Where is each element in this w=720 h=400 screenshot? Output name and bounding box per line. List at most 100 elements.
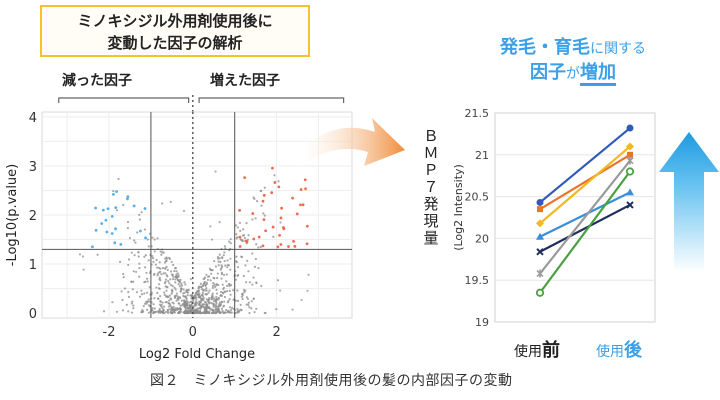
point-ns (212, 282, 215, 285)
point-ns (159, 300, 162, 303)
point-ns (234, 278, 237, 281)
point-ns (215, 284, 218, 287)
title-line-1: ミノキシジル外用剤使用後に (77, 12, 273, 30)
point-ns (156, 237, 159, 240)
point-ns (223, 300, 226, 303)
point-ns (179, 308, 182, 311)
point-ns (127, 258, 131, 261)
point-ns (126, 220, 130, 224)
point-ns (159, 295, 162, 298)
y-tick-label: 2 (29, 209, 37, 224)
point-ns (210, 272, 213, 275)
point-ns (205, 298, 208, 301)
point-increased (261, 244, 265, 248)
point-ns (133, 239, 136, 242)
point-ns (199, 311, 202, 314)
point-ns (241, 297, 244, 301)
point-ns (211, 292, 214, 295)
point-ns (175, 277, 179, 280)
point-ns (172, 305, 175, 308)
point-increased (273, 181, 277, 184)
point-ns (208, 267, 211, 270)
point-ns (138, 267, 141, 270)
point-ns (207, 306, 211, 309)
point-decreased (110, 214, 114, 218)
point-ns (170, 260, 173, 264)
headline: 発毛・育毛に関する 因子が増加 (478, 36, 668, 86)
point-ns (217, 310, 220, 313)
point-ns (184, 283, 187, 286)
point-ns (241, 239, 244, 243)
point-ns (254, 217, 257, 220)
point-ns (184, 304, 188, 308)
point-ns (162, 272, 165, 275)
point-ns (163, 281, 167, 285)
y-tick-label: 1 (29, 258, 37, 273)
point-decreased (105, 230, 109, 234)
point-ns (259, 189, 262, 193)
point-ns (188, 306, 191, 309)
point-ns (186, 306, 189, 310)
point-ns (222, 311, 225, 315)
point-ns (245, 296, 248, 299)
series-line (539, 170, 631, 294)
point-ns (199, 282, 202, 286)
point-ns (156, 272, 159, 275)
point-ns (165, 295, 168, 298)
point-ns (176, 307, 180, 310)
point-ns (276, 279, 280, 282)
point-ns (236, 289, 239, 292)
bmp7-axis-label-text: ＢＭＰ７発現量 (423, 127, 439, 247)
point-ns (153, 307, 156, 310)
point-ns (220, 307, 224, 310)
point-ns (215, 299, 218, 302)
point-ns (138, 213, 141, 217)
headline-growth: 発毛・育毛 (500, 37, 590, 58)
point-ns (153, 273, 156, 276)
point-ns (127, 295, 131, 298)
point-ns (171, 278, 175, 281)
point-ns (146, 238, 149, 241)
point-ns (170, 307, 173, 311)
point-increased (261, 199, 265, 203)
point-ns (165, 274, 168, 277)
point-ns (262, 212, 265, 215)
point-ns (142, 310, 145, 313)
point-ns (194, 304, 197, 307)
point-ns (203, 300, 207, 304)
point-ns (251, 218, 254, 221)
point-ns (254, 257, 257, 261)
point-ns (158, 287, 161, 290)
point-ns (177, 283, 180, 286)
x-tick-label: 2 (272, 325, 280, 340)
point-ns (221, 283, 224, 286)
point-ns (132, 270, 135, 273)
point-ns (221, 309, 224, 313)
point-decreased (126, 195, 130, 199)
point-ns (223, 251, 226, 254)
point-ns (125, 303, 128, 306)
point-ns (245, 303, 248, 306)
point-ns (134, 270, 138, 274)
point-ns (214, 300, 217, 303)
marker (626, 156, 634, 165)
point-ns (242, 234, 246, 237)
ticks: 0 1 2 3 4 -2 0 2 (29, 111, 281, 340)
point-ns (215, 302, 218, 305)
point-ns (307, 273, 310, 276)
point-ns (177, 302, 181, 305)
point-ns (184, 309, 187, 313)
point-ns (181, 304, 184, 307)
y-axis-label: -Log10(p.value) (5, 164, 20, 267)
point-ns (161, 202, 164, 205)
point-ns (158, 309, 161, 312)
point-ns (216, 257, 220, 260)
point-increased (280, 206, 284, 210)
point-ns (169, 200, 172, 204)
point-ns (163, 261, 167, 264)
point-ns (128, 236, 132, 240)
point-ns (158, 278, 161, 281)
point-ns (279, 221, 282, 224)
point-ns (228, 283, 231, 286)
point-ns (232, 298, 235, 301)
